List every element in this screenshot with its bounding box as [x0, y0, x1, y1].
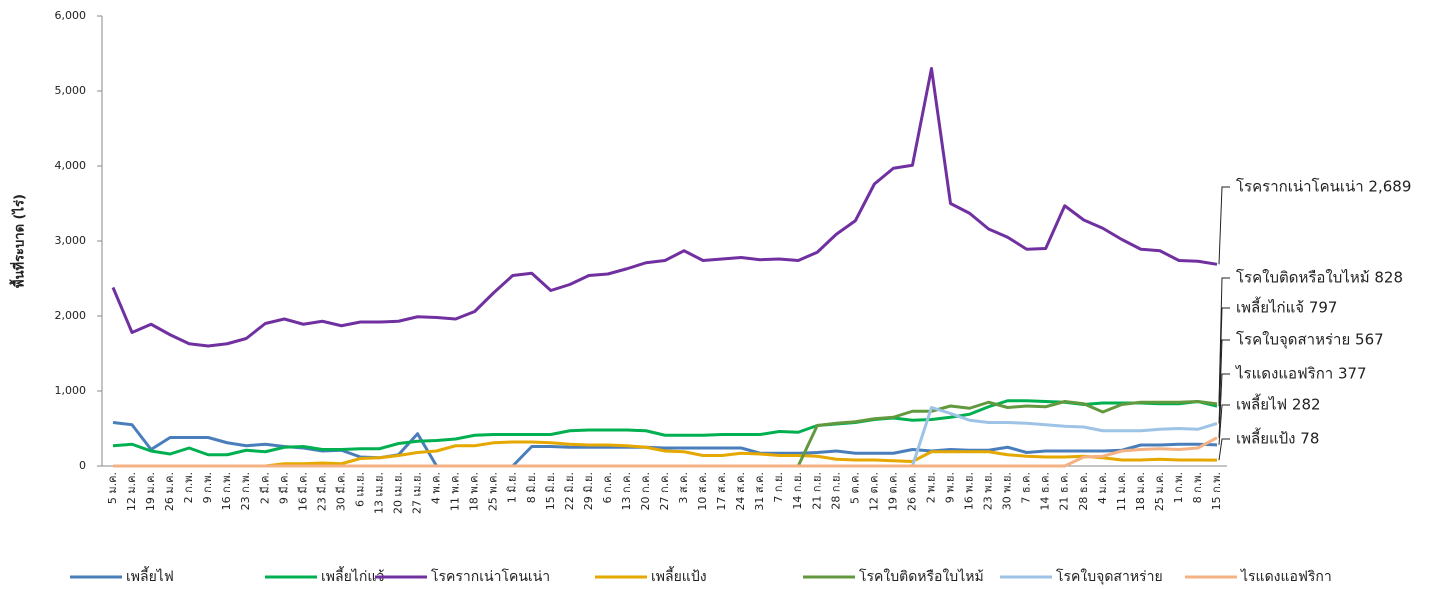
legend-label: โรคใบติดหรือใบไหม้: [859, 568, 984, 585]
annotation: โรคใบติดหรือใบไหม้ 828: [1236, 269, 1403, 287]
x-tick-label: 4 พ.ค.: [430, 472, 443, 504]
x-tick-label: 21 ธ.ค.: [1058, 472, 1071, 511]
x-tick-label: 27 ก.ค.: [658, 472, 671, 511]
x-tick-label: 15 ก.พ.: [1210, 472, 1223, 510]
y-tick-label: 1,000: [55, 384, 87, 397]
x-tick-label: 1 มิ.ย.: [506, 472, 519, 503]
annotation: โรคใบจุดสาหร่าย 567: [1236, 331, 1384, 350]
x-tick-label: 16 มี.ค.: [296, 472, 309, 511]
x-tick-label: 6 ก.ค.: [601, 472, 614, 504]
x-tick-label: 20 เม.ย.: [392, 472, 405, 514]
x-tick-label: 13 เม.ย.: [372, 472, 385, 514]
y-tick-label: 2,000: [55, 309, 87, 322]
x-tick-label: 22 มิ.ย.: [563, 472, 576, 510]
legend-label: เพลี้ยแป้ง: [651, 566, 707, 585]
legend-label: โรครากเน่าโคนเน่า: [431, 568, 550, 585]
x-tick-label: 25 พ.ค.: [487, 472, 500, 511]
legend-label: ไรแดงแอฟริกา: [1240, 568, 1332, 585]
x-tick-label: 8 ก.พ.: [1191, 472, 1204, 503]
x-tick-label: 12 ม.ค.: [125, 472, 138, 511]
x-tick-label: 2 พ.ย.: [924, 472, 937, 503]
annotation: เพลี้ยแป้ง 78: [1236, 428, 1319, 448]
x-tick-label: 7 ธ.ค.: [1020, 472, 1033, 504]
x-tick-label: 5 ม.ค.: [106, 472, 119, 504]
leader-line: [1218, 438, 1230, 461]
annotation: เพลี้ยไก่แจ้ 797: [1236, 297, 1337, 317]
x-tick-label: 9 มี.ค.: [277, 472, 290, 504]
x-tick-label: 26 ต.ค.: [905, 472, 918, 511]
leader-line: [1218, 186, 1230, 265]
x-tick-label: 30 พ.ย.: [1001, 472, 1014, 510]
x-tick-label: 23 มี.ค.: [315, 472, 328, 511]
y-tick-label: 3,000: [55, 234, 87, 247]
x-tick-label: 14 ธ.ค.: [1039, 472, 1052, 511]
leader-line: [1218, 373, 1230, 438]
legend-label: เพลี้ยไฟ: [126, 566, 174, 585]
series-line: [113, 436, 1218, 468]
leader-line: [1218, 339, 1230, 424]
x-tick-label: 13 ก.ค.: [620, 472, 633, 511]
x-tick-label: 11 พ.ค.: [449, 472, 462, 511]
y-tick-label: 4,000: [55, 159, 87, 172]
x-tick-label: 25 ม.ค.: [1153, 472, 1166, 511]
x-tick-label: 20 ก.ค.: [639, 472, 652, 511]
x-tick-label: 16 ก.พ.: [220, 472, 233, 510]
x-tick-label: 3 ส.ค.: [677, 472, 690, 504]
x-tick-label: 5 ต.ค.: [848, 472, 861, 504]
x-tick-label: 23 พ.ย.: [982, 472, 995, 510]
x-tick-label: 1 ก.พ.: [1172, 472, 1185, 503]
legend-label: เพลี้ยไก่แจ้: [321, 566, 385, 585]
x-tick-label: 4 ม.ค.: [1096, 472, 1109, 504]
x-tick-label: 2 ก.พ.: [182, 472, 195, 503]
x-tick-label: 7 ก.ย.: [772, 472, 785, 503]
x-tick-label: 30 มี.ค.: [334, 472, 347, 511]
x-tick-label: 28 ธ.ค.: [1077, 472, 1090, 511]
series-line: [111, 67, 1218, 348]
x-tick-label: 17 ส.ค.: [715, 472, 728, 511]
x-tick-label: 15 มิ.ย.: [544, 472, 557, 510]
x-tick-label: 19 ต.ค.: [886, 472, 899, 511]
legend-label: โรคใบจุดสาหร่าย: [1056, 568, 1163, 585]
annotation: เพลี้ยไฟ 282: [1236, 394, 1321, 414]
x-tick-label: 21 ก.ย.: [810, 472, 823, 510]
x-tick-label: 16 พ.ย.: [963, 472, 976, 510]
x-tick-label: 19 ม.ค.: [144, 472, 157, 511]
leader-line: [1218, 307, 1230, 407]
x-tick-label: 14 ก.ย.: [791, 472, 804, 510]
x-tick-label: 6 เม.ย.: [353, 472, 366, 507]
series-line: [112, 399, 1218, 457]
y-tick-label: 5,000: [55, 84, 87, 97]
x-tick-label: 31 ส.ค.: [753, 472, 766, 511]
x-tick-label: 2 มี.ค.: [258, 472, 271, 504]
x-tick-label: 23 ก.พ.: [239, 472, 252, 510]
x-tick-label: 9 พ.ย.: [944, 472, 957, 503]
x-tick-label: 11 ม.ค.: [1115, 472, 1128, 511]
x-tick-label: 10 ส.ค.: [696, 472, 709, 511]
series-line: [113, 440, 1218, 468]
x-tick-label: 29 มิ.ย.: [582, 472, 595, 510]
x-tick-label: 8 มิ.ย.: [525, 472, 538, 503]
leader-line: [1218, 404, 1230, 445]
y-tick-label: 6,000: [55, 9, 87, 22]
x-tick-label: 24 ส.ค.: [734, 472, 747, 511]
x-tick-label: 18 ม.ค.: [1134, 472, 1147, 511]
y-tick-label: 0: [79, 459, 86, 472]
x-tick-label: 26 ม.ค.: [163, 472, 176, 511]
y-axis-title: พื้นที่ระบาด (ไร่): [9, 194, 28, 288]
series-line: [112, 421, 1218, 468]
x-tick-label: 9 ก.พ.: [201, 472, 214, 503]
annotation: ไรแดงแอฟริกา 377: [1235, 365, 1367, 383]
x-tick-label: 18 พ.ค.: [468, 472, 481, 511]
x-tick-label: 12 ต.ค.: [867, 472, 880, 511]
x-tick-label: 27 เม.ย.: [411, 472, 424, 514]
annotation: โรครากเน่าโคนเน่า 2,689: [1236, 178, 1411, 196]
x-tick-label: 28 ก.ย.: [829, 472, 842, 510]
